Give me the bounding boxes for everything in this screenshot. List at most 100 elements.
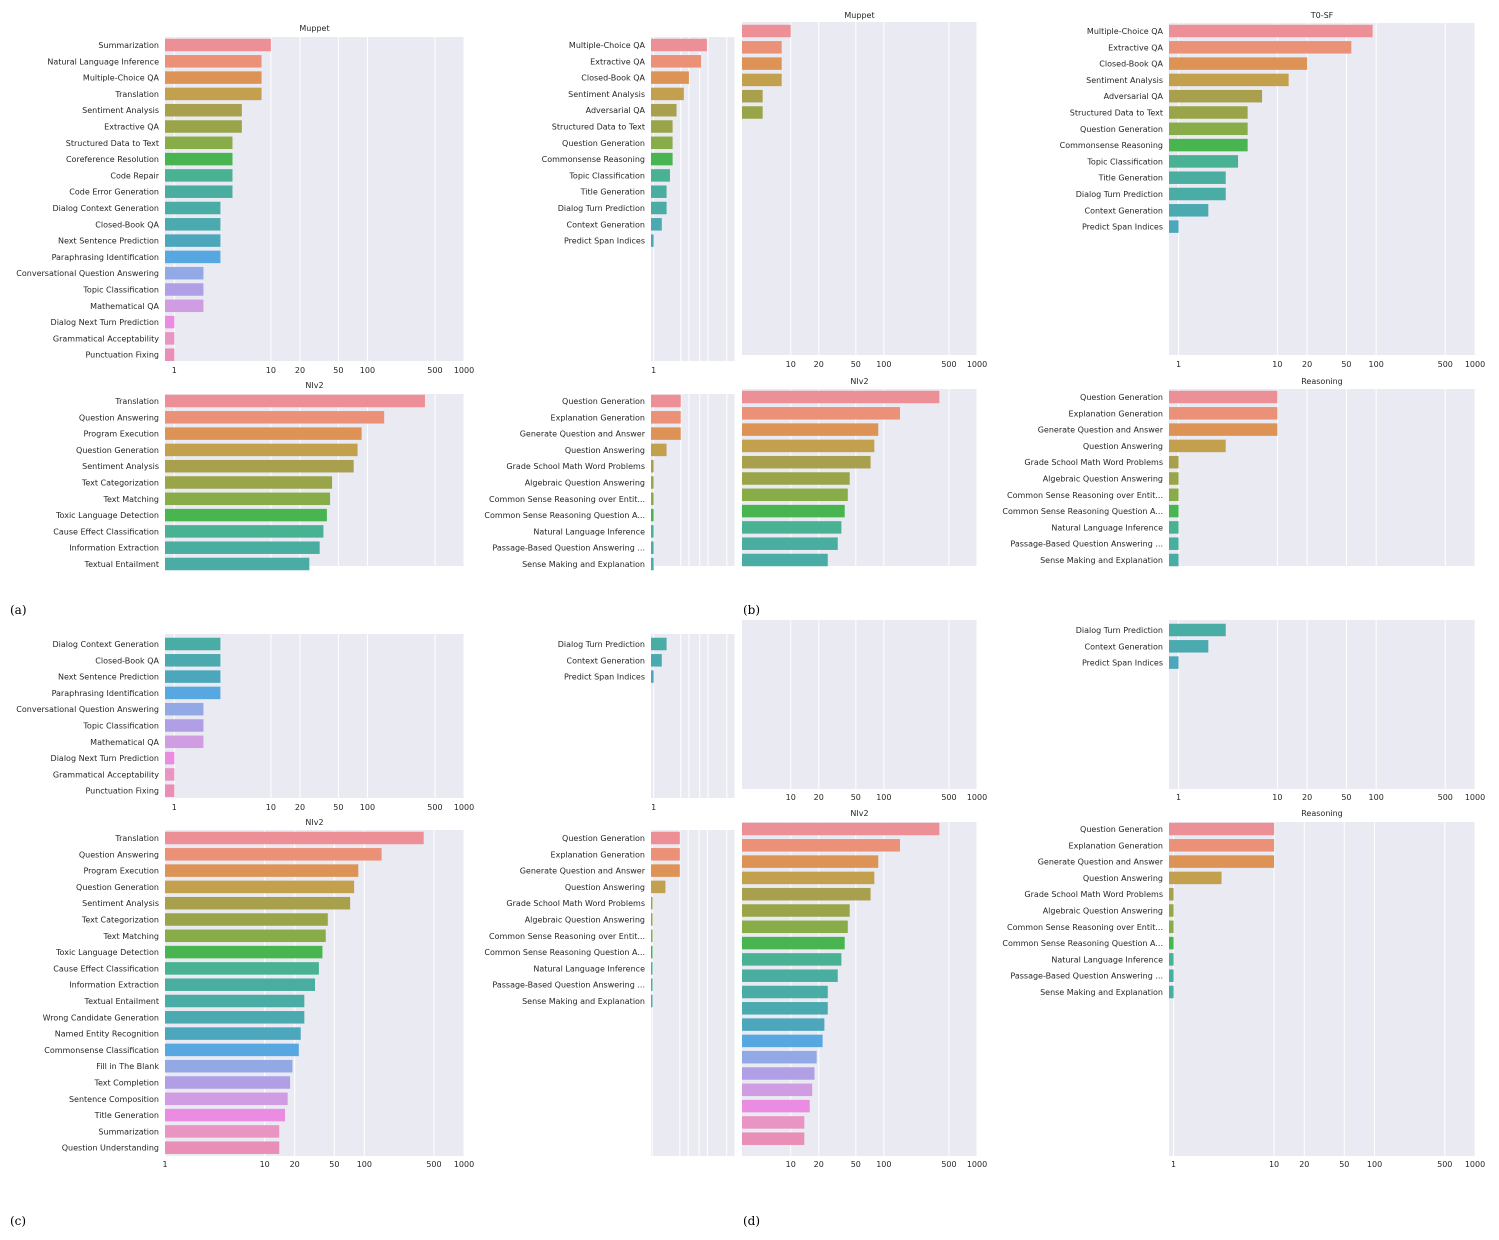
x-tick-label: 1000 xyxy=(1465,360,1485,369)
bar xyxy=(742,553,828,567)
category-label: Common Sense Reasoning over Entit... xyxy=(1007,491,1163,500)
bar xyxy=(742,488,848,502)
bar xyxy=(165,394,425,408)
chart-b-right-top: T0-SF 1 10 20 50 100 500 1000 Multiple-Choice QA… xyxy=(1060,11,1486,369)
category-label: Common Sense Reasoning over Entit... xyxy=(489,932,645,941)
bar xyxy=(1169,138,1248,152)
category-label: Context Generation xyxy=(566,220,645,229)
x-tick-label: 20 xyxy=(814,1160,824,1169)
category-label: Grammatical Acceptability xyxy=(53,334,159,343)
x-tick-label: 20 xyxy=(814,793,824,802)
bar xyxy=(165,784,175,797)
category-label: Dialog Context Generation xyxy=(52,640,159,649)
chart-c-bottom: NIv2 1 10 20 50 100 500 1000 Translation Question… xyxy=(43,818,475,1169)
x-tick-label: 10 xyxy=(1269,1160,1279,1169)
x-tick-label: 10 xyxy=(266,803,276,812)
bar xyxy=(165,250,221,264)
panel-label-a: (a) xyxy=(10,603,27,617)
category-label: Title Generation xyxy=(94,1111,159,1120)
bar xyxy=(1169,155,1239,168)
bar xyxy=(742,439,875,453)
plot-area xyxy=(1169,620,1475,789)
bar xyxy=(742,822,940,836)
x-tick-label: 500 xyxy=(1438,360,1453,369)
bar xyxy=(165,427,362,440)
x-tick-label: 1000 xyxy=(967,1160,987,1169)
category-label: Closed-Book QA xyxy=(1099,60,1163,69)
category-label: Sentiment Analysis xyxy=(1086,76,1163,85)
bar xyxy=(651,185,667,198)
category-label: Dialog Turn Prediction xyxy=(558,640,645,649)
chart-d-left-top: 1 Dialog Turn Prediction Context Generatio… xyxy=(558,634,736,812)
bar xyxy=(651,201,667,215)
bar xyxy=(651,654,662,667)
bar xyxy=(742,920,848,934)
category-label: Multiple-Choice QA xyxy=(569,41,646,50)
plot-area xyxy=(651,634,735,798)
bar xyxy=(165,913,328,926)
bar xyxy=(165,332,175,345)
bar xyxy=(165,848,382,861)
category-label: Wrong Candidate Generation xyxy=(43,1013,159,1022)
bar xyxy=(165,525,324,538)
category-label: Common Sense Reasoning Question A... xyxy=(1002,939,1163,948)
bar xyxy=(742,969,838,982)
x-tick-label: 1 xyxy=(1176,360,1181,369)
bar xyxy=(742,521,842,534)
bar xyxy=(165,541,320,554)
bar xyxy=(1169,73,1289,87)
bar xyxy=(1169,488,1179,502)
bar xyxy=(742,407,900,420)
category-label: Dialog Turn Prediction xyxy=(558,204,645,213)
bar xyxy=(165,1092,288,1106)
category-label: Explanation Generation xyxy=(551,413,645,422)
category-label: Grade School Math Word Problems xyxy=(1024,458,1163,467)
chart-title: NIv2 xyxy=(850,377,868,386)
bar xyxy=(651,136,673,150)
category-label: Grade School Math Word Problems xyxy=(506,462,645,471)
category-label: Textual Entailment xyxy=(84,560,159,569)
bar xyxy=(1169,407,1278,420)
category-label: Common Sense Reasoning over Entit... xyxy=(1007,923,1163,932)
bar xyxy=(1169,472,1179,485)
bar xyxy=(165,1125,280,1138)
bar xyxy=(165,1059,293,1073)
bar xyxy=(651,103,677,117)
bar xyxy=(742,89,763,103)
bar xyxy=(742,1050,817,1064)
bar xyxy=(165,87,262,101)
bar xyxy=(651,848,680,861)
bar xyxy=(651,831,680,845)
category-label: Mathematical QA xyxy=(90,738,159,747)
bar xyxy=(165,751,175,765)
x-tick-label: 50 xyxy=(329,1160,339,1169)
x-tick-label: 20 xyxy=(295,366,305,375)
category-label: Topic Classification xyxy=(568,171,645,180)
category-label: Code Error Generation xyxy=(69,188,159,197)
bar xyxy=(1169,521,1179,534)
bar xyxy=(742,1018,825,1031)
plot-area xyxy=(742,22,977,355)
x-tick-label: 100 xyxy=(1369,793,1384,802)
category-label: Predict Span Indices xyxy=(1082,223,1163,232)
bar xyxy=(1169,920,1174,934)
bar xyxy=(165,348,175,361)
category-label: Topic Classification xyxy=(1086,157,1163,166)
x-tick-label: 500 xyxy=(1438,793,1453,802)
bar xyxy=(651,218,662,231)
x-tick-label: 20 xyxy=(814,360,824,369)
bar xyxy=(742,537,838,550)
bar xyxy=(165,492,331,506)
bar xyxy=(165,637,221,651)
bar xyxy=(165,476,333,489)
bar xyxy=(742,455,871,469)
category-label: Text Categorization xyxy=(81,479,159,488)
category-label: Summarization xyxy=(98,41,159,50)
chart-d-mid-top: 10 20 50 100 500 1000 xyxy=(742,620,987,802)
bar xyxy=(165,719,204,732)
x-tick-label: 100 xyxy=(876,1160,891,1169)
x-tick-label: 1 xyxy=(651,366,656,375)
category-label: Dialog Turn Prediction xyxy=(1076,190,1163,199)
bar xyxy=(651,169,670,182)
category-label: Commonsense Classification xyxy=(44,1046,159,1055)
